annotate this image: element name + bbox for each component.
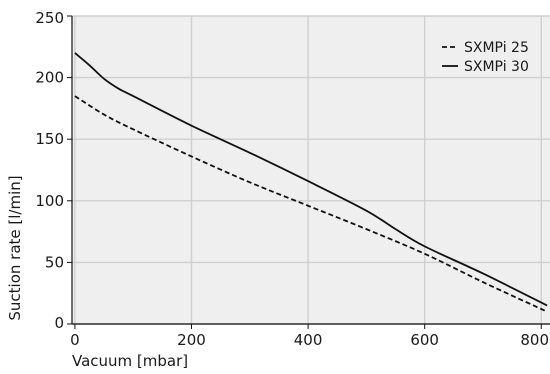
x-tick-label-0: 0 — [70, 331, 80, 349]
legend: SXMPi 25 SXMPi 30 — [442, 40, 529, 75]
y-tick-label-4: 200 — [35, 69, 64, 87]
y-axis-label: Suction rate [l/min] — [6, 175, 24, 320]
series-layer — [74, 52, 548, 313]
legend-label-1: SXMPi 30 — [464, 59, 529, 75]
x-tick-label-2: 400 — [294, 331, 323, 349]
y-axis-ticks: 0 50 100 150 200 250 — [35, 9, 72, 332]
y-tick-label-5: 250 — [35, 9, 64, 27]
chart-background — [72, 16, 550, 324]
series-line-0 — [74, 95, 548, 313]
x-tick-label-1: 200 — [177, 331, 206, 349]
x-tick-label-3: 600 — [410, 331, 439, 349]
x-axis-label: Vacuum [mbar] — [72, 352, 188, 370]
y-tick-label-0: 0 — [54, 314, 64, 332]
grid-lines — [72, 15, 550, 325]
y-tick-label-2: 100 — [35, 192, 64, 210]
x-axis-ticks: 0 200 400 600 800 — [70, 324, 549, 349]
series-line-1 — [74, 52, 548, 307]
y-tick-label-1: 50 — [45, 253, 64, 271]
x-tick-label-4: 800 — [520, 331, 549, 349]
y-tick-label-3: 150 — [35, 130, 64, 148]
legend-label-0: SXMPi 25 — [464, 40, 529, 56]
